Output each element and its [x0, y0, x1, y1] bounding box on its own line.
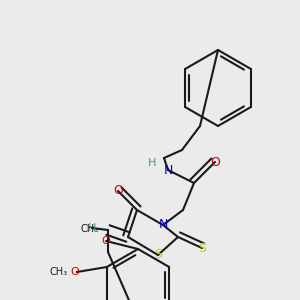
Text: CH₃: CH₃	[81, 224, 99, 234]
Text: O: O	[102, 236, 110, 246]
Text: H: H	[148, 158, 156, 168]
Text: O: O	[210, 155, 220, 169]
Text: CH₃: CH₃	[50, 267, 68, 277]
Text: S: S	[154, 248, 162, 262]
Text: S: S	[198, 242, 206, 254]
Text: O: O	[70, 267, 79, 277]
Text: H: H	[88, 223, 96, 233]
Text: N: N	[163, 164, 173, 176]
Text: O: O	[113, 184, 123, 197]
Text: N: N	[158, 218, 168, 232]
